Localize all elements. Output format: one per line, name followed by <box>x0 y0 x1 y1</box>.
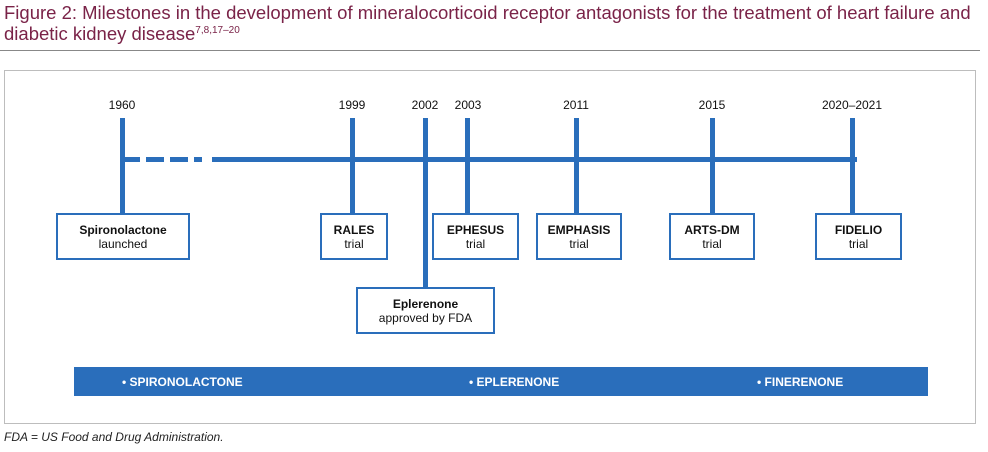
year-label-2002: 2002 <box>411 98 439 112</box>
band-label-finerenone: • FINERENONE <box>757 375 844 389</box>
event-detail: trial <box>569 236 589 251</box>
event-box-fidelio: FIDELIO trial <box>815 213 902 260</box>
timeline-tick-2015 <box>710 118 715 214</box>
event-detail: trial <box>465 236 486 251</box>
title-divider <box>0 50 980 51</box>
timeline-dash <box>122 157 140 162</box>
year-label-2011: 2011 <box>563 98 589 112</box>
timeline-tick-2011 <box>574 118 579 214</box>
timeline-dash <box>146 157 164 162</box>
band-label-spironolactone: • SPIRONOLACTONE <box>122 375 243 389</box>
event-name: RALES <box>333 222 375 237</box>
event-name: ARTS-DM <box>684 222 740 237</box>
event-box-eplerenone: Eplerenone approved by FDA <box>356 287 495 334</box>
year-label-1999: 1999 <box>338 98 366 112</box>
event-name: FIDELIO <box>834 222 883 237</box>
title-references: 7,8,17–20 <box>195 25 240 36</box>
event-detail: launched <box>98 236 148 251</box>
year-label-2003: 2003 <box>454 98 482 112</box>
event-name: Eplerenone <box>392 296 459 311</box>
event-detail: trial <box>848 236 869 251</box>
figure-title: Figure 2: Milestones in the development … <box>4 2 971 44</box>
event-name: EMPHASIS <box>547 222 611 237</box>
event-detail: trial <box>702 236 722 251</box>
timeline-tick-2020-2021 <box>850 118 855 214</box>
timeline-tick-1960 <box>120 118 125 214</box>
event-box-emphasis: EMPHASIS trial <box>536 213 622 260</box>
event-detail: approved by FDA <box>378 310 473 325</box>
event-box-spironolactone: Spironolactone launched <box>56 213 190 260</box>
timeline-tick-2002 <box>423 118 428 288</box>
timeline-axis <box>212 157 857 162</box>
timeline-dash <box>170 157 188 162</box>
event-name: EPHESUS <box>446 222 505 237</box>
drug-band: • SPIRONOLACTONE • EPLERENONE • FINERENO… <box>74 367 928 396</box>
event-detail: trial <box>344 236 364 251</box>
timeline-tick-2003 <box>465 118 470 214</box>
event-box-ephesus: EPHESUS trial <box>432 213 519 260</box>
event-box-arts-dm: ARTS-DM trial <box>669 213 755 260</box>
diagram-frame <box>4 70 976 424</box>
year-label-2015: 2015 <box>698 98 726 112</box>
timeline-dash <box>194 157 202 162</box>
band-label-eplerenone: • EPLERENONE <box>469 375 560 389</box>
year-label-2020-2021: 2020–2021 <box>821 98 883 112</box>
year-label-1960: 1960 <box>108 98 136 112</box>
event-name: Spironolactone <box>79 222 167 237</box>
timeline-tick-1999 <box>350 118 355 214</box>
event-box-rales: RALES trial <box>320 213 388 260</box>
footnote: FDA = US Food and Drug Administration. <box>4 430 224 444</box>
